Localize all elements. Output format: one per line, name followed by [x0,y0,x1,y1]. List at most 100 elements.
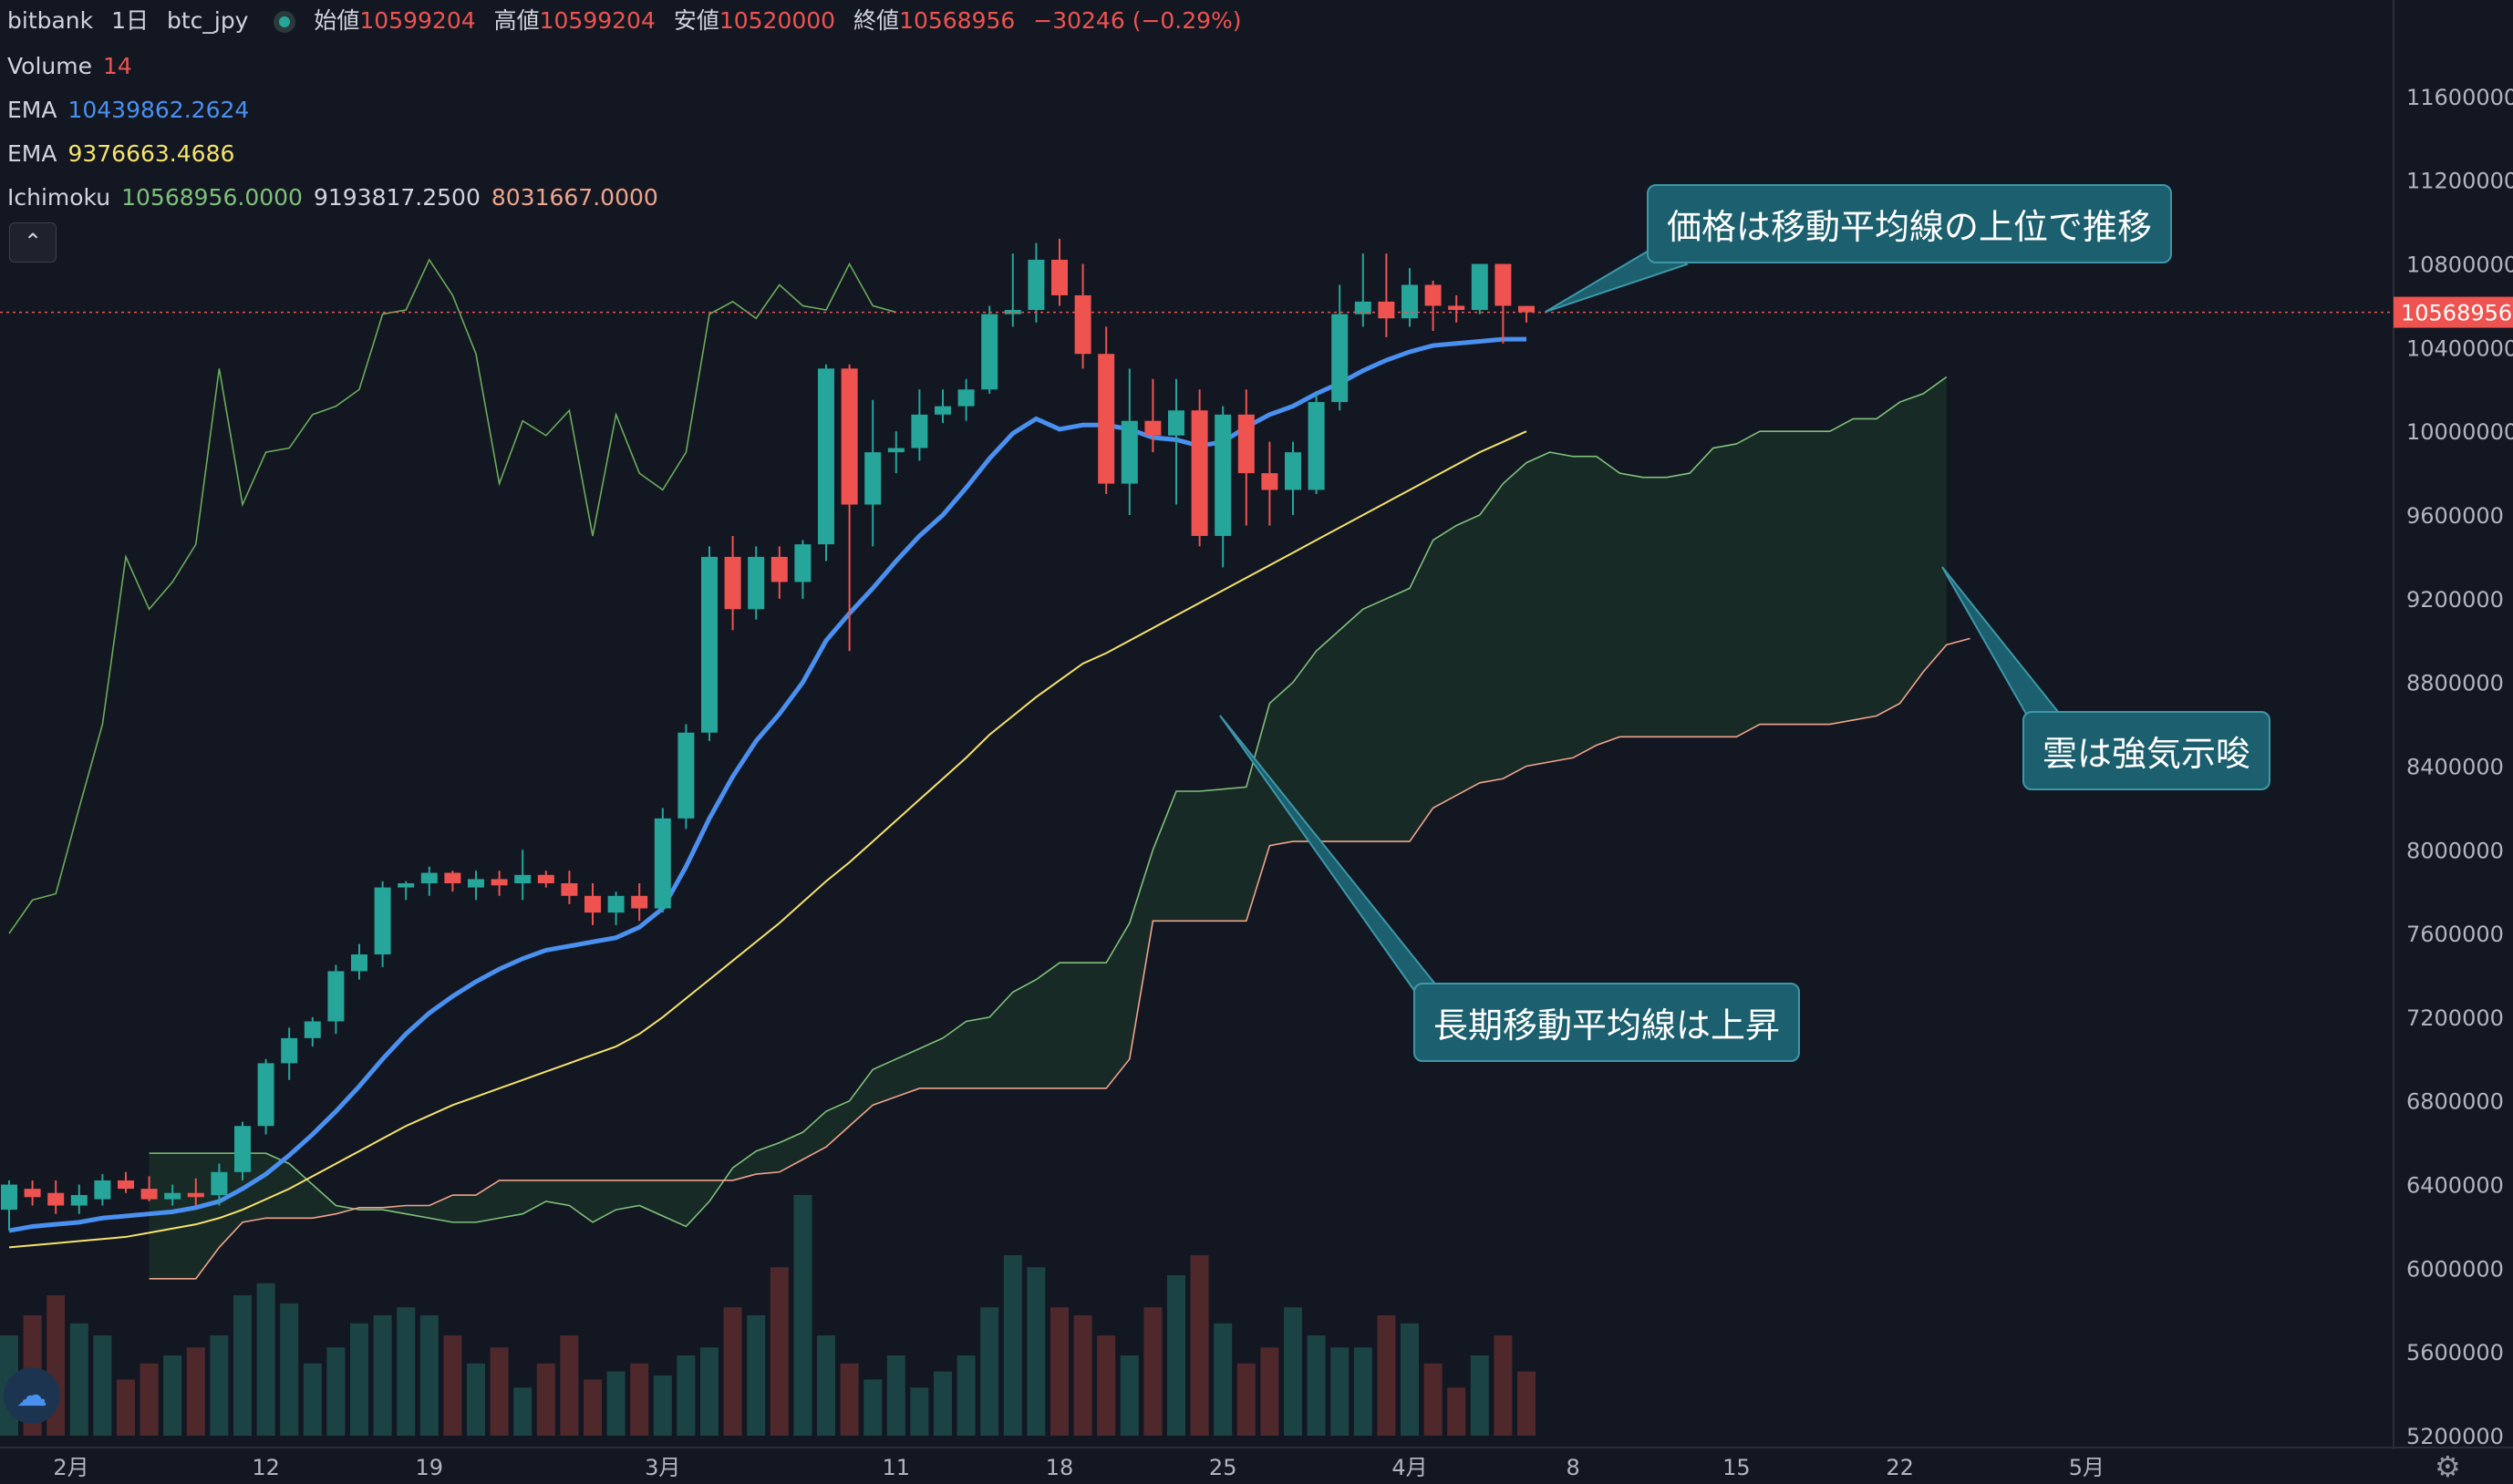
low-label: 安値 [673,7,719,34]
volume-bar [584,1379,602,1436]
y-tick-label: 8400000 [2406,754,2504,779]
candle-body [514,874,532,883]
volume-bar [1307,1335,1326,1436]
candle-body [1004,310,1021,314]
volume-bar [1027,1267,1046,1436]
candle-body [491,879,508,886]
gear-icon[interactable]: ⚙ [2435,1449,2461,1484]
volume-bar [630,1363,649,1436]
y-tick-label: 6400000 [2406,1173,2504,1199]
volume-bar [350,1323,368,1436]
volume-bar [397,1307,416,1436]
volume-bar [677,1355,696,1436]
candle-body [957,389,975,407]
x-tick-label: 2月 [53,1455,88,1480]
volume-bar [536,1363,555,1436]
callout-cloud-bullish: 雲は強気示唆 [2022,711,2271,790]
volume-bar [443,1335,462,1436]
ichimoku-legend[interactable]: Ichimoku 10568956.0000 9193817.2500 8031667… [7,182,669,213]
ema-long-label: EMA [7,140,57,167]
volume-bar [957,1355,976,1436]
candle-body [444,872,461,883]
chevron-up-icon: ⌃ [23,229,43,254]
volume-bar [723,1307,742,1436]
y-tick-label: 6800000 [2406,1089,2504,1115]
collapse-legend-button[interactable]: ⌃ [9,222,57,263]
candle-body [935,406,951,415]
volume-bar [653,1376,672,1436]
ema-short-value: 10439862.2624 [67,97,250,123]
volume-bar [864,1379,883,1436]
y-tick-label: 10800000 [2406,252,2513,278]
volume-bar [233,1295,252,1436]
candle-body [351,954,367,972]
candle-body [981,314,998,390]
senkou-span-b [149,637,1970,1280]
volume-bar [770,1267,789,1436]
candle-body [164,1192,181,1200]
volume-label: Volume [7,53,92,79]
candle-body [607,895,625,913]
ema-long-value: 9376663.4686 [67,140,235,167]
candle-body [1471,263,1488,311]
callout-long-ma-rising: 長期移動平均線は上昇 [1413,983,1801,1062]
candle-body [1237,414,1255,474]
candle-body [211,1171,228,1196]
open-label: 始値 [314,7,360,34]
candle-body [1144,420,1162,436]
volume-bar [1284,1307,1302,1436]
candle-body [1168,410,1184,436]
high-label: 高値 [493,7,540,34]
y-tick-label: 8800000 [2406,671,2504,696]
candle-body [1285,452,1301,490]
volume-legend[interactable]: Volume 14 [7,51,143,82]
candle-body [794,544,812,582]
candle-body [140,1189,158,1200]
candle-body [1494,263,1512,306]
candle-body [701,556,718,733]
volume-bar [513,1387,533,1436]
volume-bar [1097,1335,1116,1436]
volume-bar [910,1387,929,1436]
volume-bar [1214,1323,1233,1436]
x-tick-label: 8 [1567,1455,1580,1480]
ichimoku-label: Ichimoku [7,184,111,211]
volume-bar [1073,1315,1092,1436]
volume-bar [840,1363,859,1436]
candle-body [1028,259,1045,311]
volume-bar [980,1307,999,1436]
candle-body [1448,305,1465,311]
candle-body [187,1192,204,1198]
volume-bar [373,1315,392,1436]
ichimoku-value-2: 9193817.2500 [313,184,481,211]
volume-bar [280,1303,299,1436]
volume-bar [1401,1323,1419,1436]
interval-label[interactable]: 1日 [111,7,149,34]
high-value: 10599204 [539,7,656,34]
current-price-label: 10568956 [2401,301,2512,326]
candle-body [1191,410,1208,536]
close-value: 10568956 [899,7,1016,34]
ema-long-legend[interactable]: EMA 9376663.4686 [7,139,245,170]
ema-short-legend[interactable]: EMA 10439862.2624 [7,95,260,126]
low-value: 10520000 [719,7,836,34]
y-tick-label: 10400000 [2406,335,2513,361]
y-tick-label: 8000000 [2406,838,2504,863]
volume-bar [560,1335,579,1436]
volume-bar [747,1315,766,1436]
volume-bar [163,1355,182,1436]
candle-body [584,895,601,913]
candle-body [631,895,648,909]
y-tick-label: 7200000 [2406,1005,2504,1031]
change-value: −30246 (−0.29%) [1033,7,1242,34]
candle-body [1401,284,1418,319]
volume-bar [886,1355,905,1436]
tradingview-logo-icon[interactable]: ☁ [4,1367,60,1424]
candle-body [1378,301,1395,319]
candle-body [468,879,484,888]
exchange-name[interactable]: bitbank [7,7,94,34]
x-tick-label: 3月 [645,1455,680,1480]
candle-body [1051,259,1068,295]
symbol-name[interactable]: btc_jpy [166,7,249,34]
